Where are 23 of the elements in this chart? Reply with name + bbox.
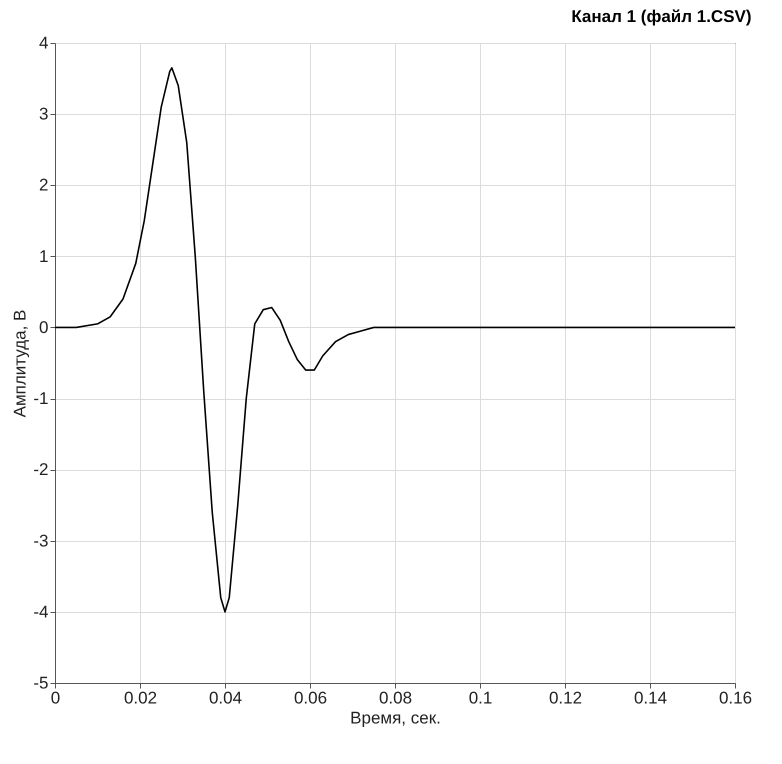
y-tick-label: 4 xyxy=(39,34,48,52)
x-tick-label: 0.06 xyxy=(294,688,328,708)
x-tick-label: 0.1 xyxy=(468,688,492,708)
line-series xyxy=(55,67,735,613)
y-tick-label: 1 xyxy=(39,246,48,266)
x-axis-title: Время, сек. xyxy=(350,708,441,728)
y-tick-label: -5 xyxy=(33,674,48,692)
y-tick-label: 2 xyxy=(39,176,48,195)
y-axis-title: Амплитуда, В xyxy=(10,310,30,418)
x-tick-label: 0.02 xyxy=(124,688,158,708)
chart-title: Канал 1 (файл 1.CSV) xyxy=(571,7,752,26)
y-tick-label: -1 xyxy=(33,389,48,408)
y-tick-label: 0 xyxy=(39,318,48,337)
x-tick-label: 0 xyxy=(50,688,60,708)
x-tick-label: 0.04 xyxy=(208,688,242,708)
x-tick-label: 0.16 xyxy=(718,688,752,708)
y-tick-label: -2 xyxy=(33,460,48,480)
y-tick-label: -3 xyxy=(33,531,48,550)
x-tick-label: 0.14 xyxy=(634,688,668,708)
x-tick-label: 0.08 xyxy=(378,688,412,708)
x-tick-label: 0.12 xyxy=(548,688,582,708)
y-tick-label: -4 xyxy=(33,602,48,622)
y-tick-label: 3 xyxy=(39,104,48,124)
